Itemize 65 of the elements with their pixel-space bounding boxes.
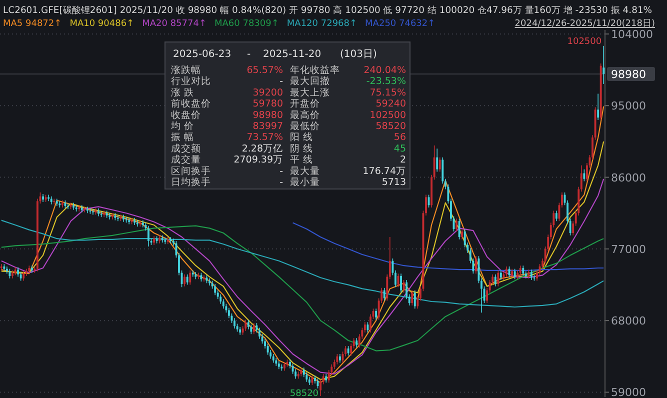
legend: MA120 72968↑ (286, 19, 358, 29)
annotation: 收盘价 (171, 108, 201, 121)
annotation: 56 (394, 132, 406, 144)
annotation: 2025-11-20 (263, 49, 322, 60)
annotation: 59240 (376, 98, 406, 110)
annotation: 区间换手 (171, 164, 211, 177)
annotation: 75.15% (370, 87, 406, 98)
annotation: 最低价 (290, 120, 320, 132)
title: LC2601.GFE[碳酸锂2601] 2025/11/20 收 98980 幅 0.84%(820) 开 99780 高 102500 低 97720 结 100020 仓47.96万 量160万 增 -23530 振 4.81% (3, 5, 652, 16)
legend: MA20 85774↑ (142, 19, 206, 29)
annotation: 最大量 (290, 164, 320, 177)
annotation: -23.53% (366, 76, 406, 88)
annotation: 98980 (252, 110, 283, 121)
annotation: (103日) (340, 49, 377, 60)
annotation: 开盘价 (290, 98, 320, 110)
annotation: 均 价 (170, 120, 194, 132)
annotation: 日均换手 (171, 176, 211, 188)
annotation: 59780 (252, 98, 283, 110)
annotation: 振 幅 (171, 131, 194, 144)
ytick: 95000 (611, 100, 646, 113)
annotation: 成交量 (171, 154, 201, 166)
annotation: 最大上涨 (290, 86, 330, 98)
annotation: 58520 (290, 389, 319, 398)
annotation: 39200 (252, 87, 283, 98)
annotation: 行业对比 (171, 75, 211, 88)
ref-line-label: 98980 (611, 68, 646, 81)
annotation: 2709.39万 (234, 154, 283, 166)
annotation: 2.28万亿 (242, 143, 283, 154)
annotation: 102500 (567, 36, 602, 47)
annotation: 阴 线 (290, 142, 314, 154)
annotation: - (247, 49, 251, 60)
annotation: 83997 (252, 121, 283, 132)
ytick: 77000 (611, 242, 646, 256)
annotation: 最高价 (290, 108, 320, 121)
legend: MA5 94872↑ (3, 19, 62, 29)
annotation: - (280, 76, 283, 88)
annotation: 5713 (382, 177, 406, 188)
subtitle: 2024/12/26-2025/11/20(218日) (514, 19, 655, 29)
legend: MA250 74632↑ (365, 19, 436, 29)
annotation: 2025-06-23 (173, 49, 232, 60)
annotation: 45 (394, 143, 406, 154)
annotation: 阳 线 (290, 131, 314, 144)
annotation: 102500 (370, 110, 406, 121)
ytick: 104000 (611, 28, 653, 41)
annotation: 2 (400, 154, 406, 166)
annotation: 最大回撤 (290, 75, 330, 88)
legend: MA10 90486↑ (70, 19, 134, 29)
ytick: 59000 (611, 386, 646, 398)
annotation: 65.57% (246, 65, 283, 76)
annotation: 前收盘价 (171, 98, 211, 110)
annotation: - (280, 166, 283, 177)
ytick: 86000 (611, 171, 646, 184)
annotation: - (280, 177, 283, 188)
annotation: 73.57% (246, 132, 283, 144)
annotation: 涨跌幅 (171, 64, 201, 76)
annotation: 涨 跌 (171, 86, 194, 98)
annotation: 176.74万 (362, 166, 406, 177)
ytick: 68000 (611, 314, 646, 328)
annotation: 58520 (376, 121, 406, 132)
annotation: 最小量 (290, 176, 320, 188)
legend: MA60 78309↑ (214, 19, 279, 29)
annotation: 240.04% (364, 65, 406, 76)
annotation: 成交额 (171, 142, 201, 154)
annotation: 年化收益率 (290, 64, 340, 76)
annotation: 平 线 (290, 154, 314, 166)
